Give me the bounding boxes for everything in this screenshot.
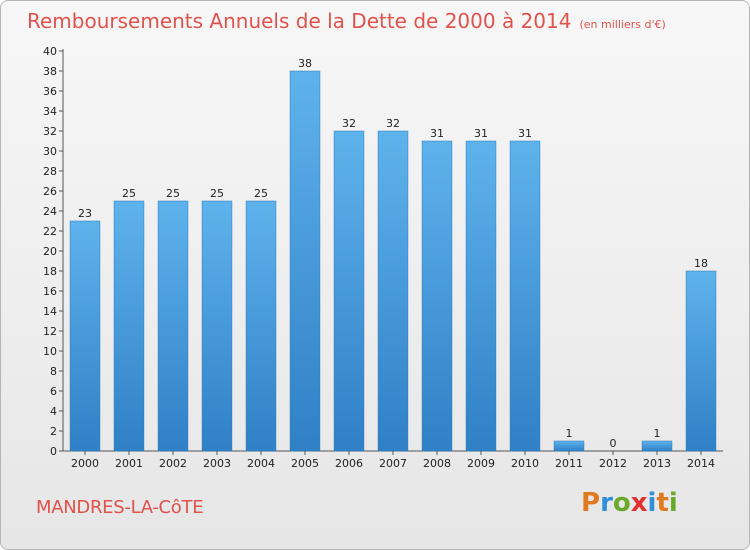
- y-tick-label: 20: [43, 245, 57, 258]
- bar-2000: [69, 220, 101, 452]
- x-tick-label: 2011: [555, 457, 583, 470]
- bar-2002: [157, 200, 189, 452]
- logo-letter: t: [656, 488, 669, 518]
- x-tick-label: 2004: [247, 457, 275, 470]
- bar-2004: [245, 200, 277, 452]
- x-tick-label: 2002: [159, 457, 187, 470]
- y-tick-label: 34: [43, 105, 57, 118]
- logo-letter: x: [630, 488, 648, 518]
- logo-letter: P: [581, 488, 601, 518]
- x-tick-label: 2005: [291, 457, 319, 470]
- y-tick-label: 28: [43, 165, 57, 178]
- chart-title: Remboursements Annuels de la Dette de 20…: [27, 9, 666, 33]
- y-tick-label: 26: [43, 185, 57, 198]
- logo-letter: r: [600, 488, 613, 518]
- bar-value-label: 25: [210, 187, 224, 200]
- y-tick-label: 24: [43, 205, 57, 218]
- y-tick-label: 18: [43, 265, 57, 278]
- bar-value-label: 32: [386, 117, 400, 130]
- town-name: MANDRES-LA-CôTE: [36, 497, 204, 518]
- x-tick-label: 2014: [687, 457, 715, 470]
- chart-labels: 2000 23 2001 25 2002 25 2003 25 2004 25 2005 38 2006…: [71, 57, 715, 470]
- bar-2005: [289, 70, 321, 452]
- x-tick-label: 2013: [643, 457, 671, 470]
- logo-letter: o: [612, 488, 631, 518]
- bar-value-label: 18: [694, 257, 708, 270]
- y-tick-label: 40: [43, 45, 57, 58]
- bar-value-label: 38: [298, 57, 312, 70]
- y-tick-label: 22: [43, 225, 57, 238]
- logo-letter: i: [647, 488, 657, 518]
- bar-2010: [509, 140, 541, 452]
- x-tick-label: 2007: [379, 457, 407, 470]
- bar-value-label: 31: [430, 127, 444, 140]
- bar-value-label: 25: [122, 187, 136, 200]
- logo-letter: i: [668, 488, 678, 518]
- bar-value-label: 23: [78, 207, 92, 220]
- y-tick-label: 36: [43, 85, 57, 98]
- y-tick-label: 2: [50, 425, 57, 438]
- bar-value-label: 31: [518, 127, 532, 140]
- bar-value-label: 32: [342, 117, 356, 130]
- bar-2007: [377, 130, 409, 452]
- y-tick-label: 4: [50, 405, 57, 418]
- y-tick-label: 8: [50, 365, 57, 378]
- x-tick-label: 2010: [511, 457, 539, 470]
- bar-value-label: 1: [566, 427, 573, 440]
- y-tick-label: 10: [43, 345, 57, 358]
- y-tick-label: 14: [43, 305, 57, 318]
- bar-value-label: 25: [166, 187, 180, 200]
- bar-2014: [685, 270, 717, 452]
- chart-subtitle: (en milliers d'€): [579, 18, 666, 31]
- x-tick-label: 2003: [203, 457, 231, 470]
- proxiti-logo: Proxiti: [581, 488, 678, 518]
- bar-2011: [553, 440, 585, 452]
- x-tick-label: 2012: [599, 457, 627, 470]
- y-tick-label: 32: [43, 125, 57, 138]
- bar-value-label: 1: [654, 427, 661, 440]
- x-tick-label: 2006: [335, 457, 363, 470]
- bar-value-label: 31: [474, 127, 488, 140]
- y-tick-label: 6: [50, 385, 57, 398]
- x-tick-label: 2009: [467, 457, 495, 470]
- bar-2006: [333, 130, 365, 452]
- y-tick-label: 38: [43, 65, 57, 78]
- x-tick-label: 2001: [115, 457, 143, 470]
- bar-2001: [113, 200, 145, 452]
- bar-2003: [201, 200, 233, 452]
- bar-2008: [421, 140, 453, 452]
- x-tick-label: 2000: [71, 457, 99, 470]
- bar-2009: [465, 140, 497, 452]
- bar-value-label: 25: [254, 187, 268, 200]
- y-tick-label: 12: [43, 325, 57, 338]
- y-tick-label: 16: [43, 285, 57, 298]
- chart-bars: [69, 70, 717, 452]
- bar-2013: [641, 440, 673, 452]
- y-tick-label: 0: [50, 445, 57, 458]
- chart-title-text: Remboursements Annuels de la Dette de 20…: [27, 9, 572, 33]
- bar-value-label: 0: [610, 437, 617, 450]
- y-tick-label: 30: [43, 145, 57, 158]
- x-tick-label: 2008: [423, 457, 451, 470]
